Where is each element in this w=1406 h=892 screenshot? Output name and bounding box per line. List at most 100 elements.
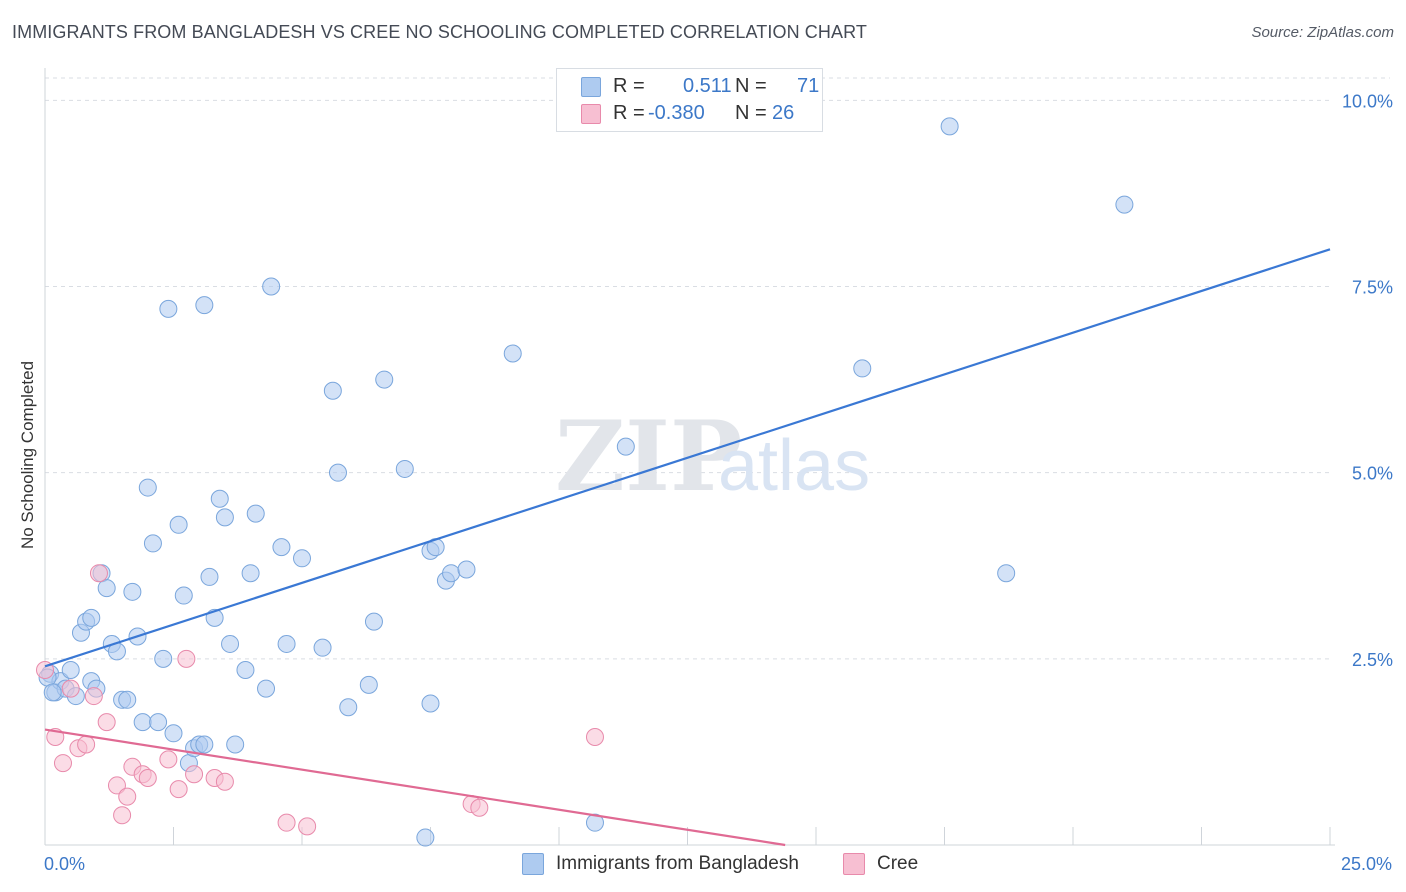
tick-labels: 2.5% 5.0% 7.5% 10.0% 0.0% 25.0% (44, 91, 1393, 874)
bangladesh-point (143, 534, 162, 553)
bangladesh-point (195, 735, 214, 754)
legend-r-value: -0.380 (648, 102, 705, 124)
legend-n-label: N = (735, 102, 767, 124)
legend-n-value: 26 (772, 102, 795, 124)
cree-point (470, 798, 489, 817)
bottom-legend-label: Cree (877, 853, 919, 874)
bangladesh-point (328, 463, 347, 482)
bangladesh-point (339, 698, 358, 717)
cree-point (177, 649, 196, 668)
legend-r-label: R = (613, 102, 645, 124)
cree-point (215, 772, 234, 791)
cree-point (113, 806, 132, 825)
bangladesh-point (195, 296, 214, 315)
legend-n-label: N = (735, 75, 767, 97)
bangladesh-point (364, 612, 383, 631)
bangladesh-point (221, 634, 240, 653)
bangladesh-point (200, 567, 219, 586)
bangladesh-point (313, 638, 332, 657)
y-tick-label: 5.0% (1352, 464, 1393, 484)
bangladesh-point (997, 564, 1016, 583)
bangladesh-point (940, 117, 959, 136)
bangladesh-point (210, 489, 229, 508)
cree-point (138, 768, 157, 787)
bangladesh-point (97, 579, 116, 598)
bangladesh-point (138, 478, 157, 497)
bangladesh-point (1115, 195, 1134, 214)
legend-r-label: R = (613, 75, 645, 97)
bangladesh-point (616, 437, 635, 456)
cree-point (53, 754, 72, 773)
cree-point (61, 679, 80, 698)
correlation-legend: R = 0.511 N = 71 R = -0.380 N = 26 (556, 68, 823, 132)
x-tick-label: 0.0% (44, 854, 85, 874)
legend-swatch-pink (581, 104, 601, 124)
bottom-legend-label: Immigrants from Bangladesh (556, 853, 799, 874)
chart-source: Source: ZipAtlas.com (1251, 24, 1394, 41)
bangladesh-point (277, 634, 296, 653)
cree-point (277, 813, 296, 832)
bangladesh-point (61, 661, 80, 680)
cree-point (159, 750, 178, 769)
bangladesh-point (457, 560, 476, 579)
cree-point (118, 787, 137, 806)
cree-point (84, 687, 103, 706)
bangladesh-point (236, 661, 255, 680)
bangladesh-point (241, 564, 260, 583)
y-tick-label: 7.5% (1352, 278, 1393, 298)
bangladesh-point (123, 582, 142, 601)
y-tick-label: 2.5% (1352, 650, 1393, 670)
watermark: ZIP atlas (555, 400, 870, 513)
bangladesh-point (375, 370, 394, 389)
bottom-legend-swatch-blue (522, 853, 544, 875)
bangladesh-point (174, 586, 193, 605)
bangladesh-point (395, 459, 414, 478)
bangladesh-trend-line (44, 248, 1331, 668)
cree-point (89, 564, 108, 583)
cree-trend-line (44, 728, 786, 847)
cree-point (77, 735, 96, 754)
bangladesh-point (442, 564, 461, 583)
bangladesh-point (503, 344, 522, 363)
bottom-legend-swatch-pink (843, 853, 865, 875)
cree-point (107, 776, 126, 795)
watermark-zip: ZIP (555, 400, 742, 513)
trend-lines (44, 248, 1331, 847)
cree-point (169, 780, 188, 799)
bangladesh-point (257, 679, 276, 698)
bangladesh-point (133, 713, 152, 732)
bangladesh-point (154, 649, 173, 668)
bangladesh-point (164, 724, 183, 743)
cree-point (585, 728, 604, 747)
bangladesh-point (293, 549, 311, 568)
data-points (36, 117, 1134, 847)
bangladesh-point (118, 690, 137, 709)
legend-swatch-blue (581, 77, 601, 97)
bangladesh-point (149, 713, 168, 732)
y-axis-label: No Schooling Completed (18, 360, 37, 550)
bangladesh-point (159, 299, 178, 318)
bangladesh-point (262, 277, 281, 296)
bangladesh-point (82, 608, 101, 627)
legend-n-value: 71 (797, 75, 820, 97)
bangladesh-point (323, 381, 342, 400)
bangladesh-point (416, 828, 435, 847)
legend-r-value: 0.511 (683, 75, 732, 97)
bangladesh-point (585, 813, 604, 832)
bangladesh-point (853, 359, 872, 378)
cree-point (185, 765, 204, 784)
bangladesh-point (359, 675, 378, 694)
y-tick-label: 10.0% (1342, 91, 1393, 111)
bangladesh-point (169, 515, 188, 534)
bangladesh-point (226, 735, 245, 754)
watermark-atlas: atlas (718, 426, 870, 506)
cree-point (298, 817, 317, 836)
cree-point (97, 713, 116, 732)
bangladesh-point (215, 508, 234, 527)
bangladesh-point (272, 538, 291, 557)
bangladesh-point (43, 683, 62, 702)
chart-title: IMMIGRANTS FROM BANGLADESH VS CREE NO SC… (12, 22, 867, 42)
x-tick-label: 25.0% (1341, 854, 1392, 874)
bangladesh-point (246, 504, 265, 523)
